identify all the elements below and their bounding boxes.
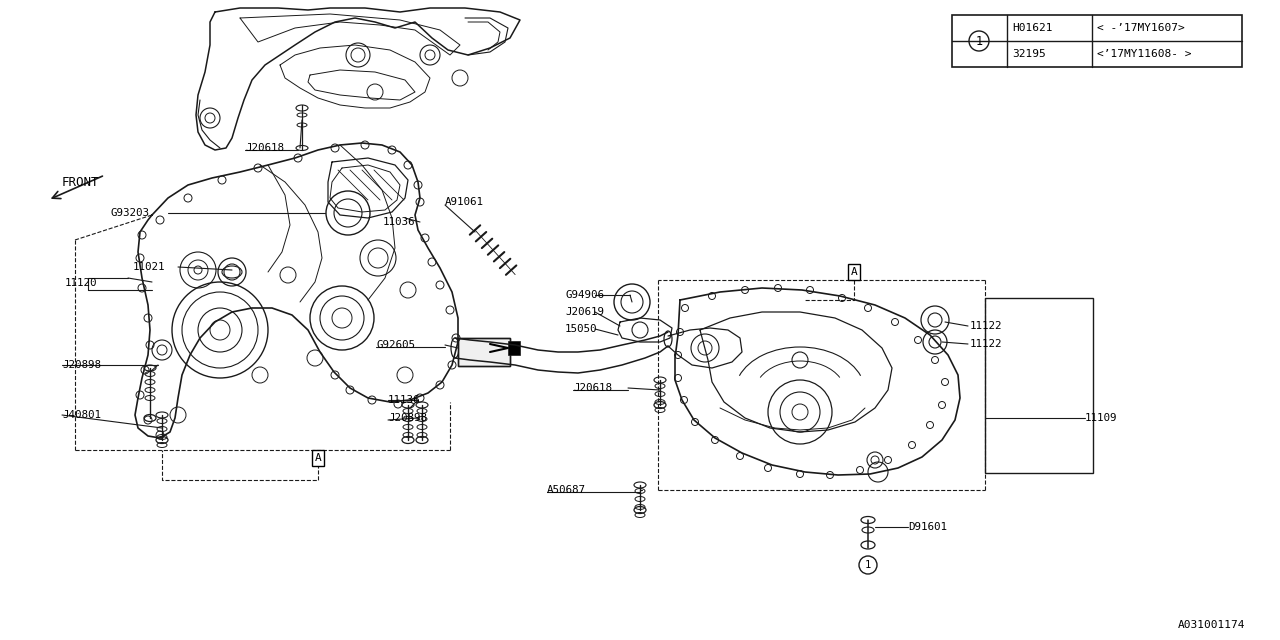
Text: 1: 1	[865, 560, 872, 570]
Bar	[458, 338, 509, 366]
Text: 11136: 11136	[388, 395, 421, 405]
Text: < -’17MY1607>: < -’17MY1607>	[1097, 23, 1185, 33]
Text: 11120: 11120	[65, 278, 97, 288]
Text: 32195: 32195	[1012, 49, 1046, 59]
Text: 15050: 15050	[564, 324, 598, 334]
Bar	[458, 338, 509, 366]
Bar	[952, 15, 1242, 67]
Text: 11109: 11109	[1085, 413, 1117, 423]
Text: A50687: A50687	[547, 485, 586, 495]
Text: G93203: G93203	[110, 208, 148, 218]
Text: 11021: 11021	[133, 262, 165, 272]
Text: J20618: J20618	[573, 383, 612, 393]
Text: A: A	[851, 267, 858, 277]
Text: J40801: J40801	[61, 410, 101, 420]
Text: A031001174: A031001174	[1178, 620, 1245, 630]
Text: G92605: G92605	[376, 340, 415, 350]
Text: D91601: D91601	[908, 522, 947, 532]
Text: 11036: 11036	[383, 217, 416, 227]
Text: J20898: J20898	[61, 360, 101, 370]
Text: 11122: 11122	[970, 321, 1002, 331]
Bar	[986, 298, 1093, 473]
Text: A: A	[315, 453, 321, 463]
Text: J20898: J20898	[388, 413, 428, 423]
Text: 1: 1	[975, 35, 983, 47]
Text: J20619: J20619	[564, 307, 604, 317]
Text: A91061: A91061	[445, 197, 484, 207]
Text: FRONT: FRONT	[61, 175, 100, 189]
Bar	[508, 341, 520, 355]
Text: J20618: J20618	[244, 143, 284, 153]
Text: <’17MY11608- >: <’17MY11608- >	[1097, 49, 1192, 59]
Text: G94906: G94906	[564, 290, 604, 300]
Text: 11122: 11122	[970, 339, 1002, 349]
Text: H01621: H01621	[1012, 23, 1052, 33]
